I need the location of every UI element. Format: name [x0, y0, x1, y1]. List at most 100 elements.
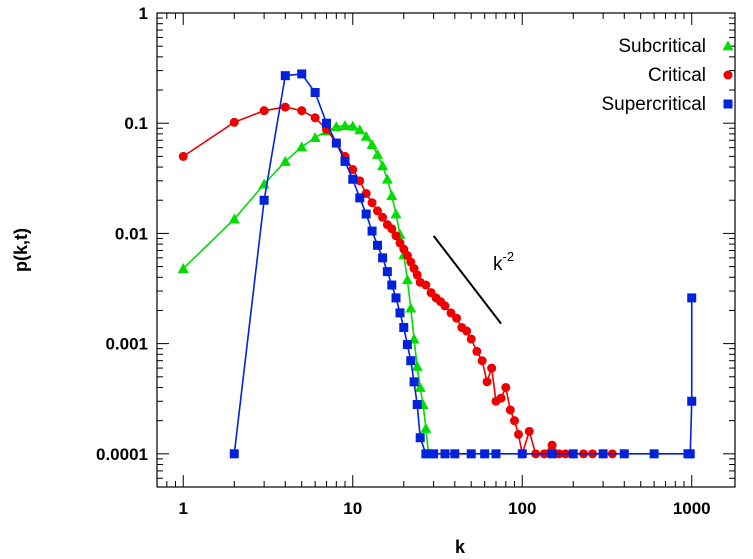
data-point-critical	[505, 405, 515, 415]
data-point-supercritical	[491, 449, 501, 459]
data-point-critical	[482, 377, 492, 387]
data-point-supercritical	[361, 209, 371, 219]
data-point-critical	[259, 106, 269, 116]
data-point-critical	[509, 416, 519, 426]
data-point-subcritical	[405, 302, 417, 313]
legend-label-supercritical: Supercritical	[601, 94, 706, 115]
series-line-critical	[182, 106, 613, 455]
data-point-supercritical	[331, 138, 341, 148]
data-point-supercritical	[480, 449, 490, 459]
data-point-critical	[496, 393, 506, 403]
data-point-subcritical	[354, 124, 366, 135]
data-point-critical	[547, 440, 557, 450]
data-point-subcritical	[366, 139, 378, 149]
data-point-supercritical	[297, 69, 307, 79]
data-point-supercritical	[229, 449, 239, 459]
data-point-critical	[367, 198, 377, 208]
data-point-supercritical	[687, 293, 697, 303]
data-point-supercritical	[391, 293, 401, 303]
data-point-supercritical	[412, 400, 422, 410]
x-tick-label: 1	[179, 499, 188, 518]
data-point-supercritical	[440, 449, 450, 459]
data-point-supercritical	[395, 308, 405, 318]
data-point-supercritical	[321, 118, 331, 128]
data-point-critical	[373, 206, 383, 216]
data-point-subcritical	[347, 120, 359, 131]
data-point-subcritical	[339, 120, 351, 131]
data-point-supercritical	[687, 396, 697, 406]
slope-reference-line	[432, 235, 502, 325]
data-point-supercritical	[382, 267, 392, 277]
data-point-subcritical	[386, 190, 398, 201]
data-point-critical	[297, 106, 307, 116]
y-axis-label: p(k,t)	[11, 228, 31, 272]
data-point-subcritical	[411, 360, 423, 371]
series-subcritical	[177, 120, 437, 459]
data-point-supercritical	[259, 195, 269, 205]
data-point-supercritical	[598, 449, 608, 459]
data-point-supercritical	[421, 449, 431, 459]
data-point-critical	[524, 426, 534, 436]
data-point-supercritical	[466, 449, 476, 459]
data-point-critical	[387, 224, 397, 234]
data-point-subcritical	[401, 274, 413, 285]
y-tick-label: 0.01	[115, 224, 148, 243]
data-point-supercritical	[340, 156, 350, 166]
data-point-supercritical	[367, 226, 377, 236]
data-point-critical	[280, 102, 290, 112]
data-point-subcritical	[414, 381, 426, 392]
data-point-supercritical	[406, 356, 416, 366]
data-point-subcritical	[296, 141, 308, 152]
y-tick-label: 0.0001	[96, 445, 148, 464]
data-point-critical	[513, 429, 523, 439]
data-point-supercritical	[348, 174, 358, 184]
series-line-supercritical	[233, 73, 693, 455]
data-point-subcritical	[177, 263, 189, 273]
data-point-critical	[462, 326, 472, 336]
data-point-critical	[229, 117, 239, 127]
data-point-supercritical	[619, 449, 629, 459]
data-point-critical	[440, 301, 450, 311]
data-point-supercritical	[399, 323, 409, 333]
data-point-supercritical	[415, 433, 425, 443]
data-point-critical	[501, 382, 511, 392]
data-point-subcritical	[372, 149, 384, 159]
ticks: 1 10 100 1000 1 0.1 0.01 0.001 0.0001	[96, 4, 735, 518]
data-point-critical	[391, 231, 401, 241]
y-tick-label: 0.001	[105, 335, 148, 354]
data-point-critical	[378, 212, 388, 222]
data-point-critical	[412, 270, 422, 280]
data-point-supercritical	[402, 340, 412, 350]
data-point-subcritical	[360, 130, 372, 141]
data-point-supercritical	[429, 449, 439, 459]
slope-annotation: k-2	[493, 249, 514, 275]
data-point-supercritical	[547, 449, 557, 459]
data-point-supercritical	[387, 280, 397, 290]
data-point-supercritical	[450, 449, 460, 459]
data-point-supercritical	[373, 240, 383, 250]
x-tick-label: 100	[508, 499, 536, 518]
data-point-supercritical	[685, 449, 695, 459]
data-point-critical	[421, 280, 431, 290]
legend-marker-critical	[723, 70, 733, 80]
series-supercritical	[229, 69, 697, 459]
data-point-critical	[452, 313, 462, 323]
data-point-critical	[348, 165, 358, 175]
data-point-critical	[178, 151, 188, 161]
x-tick-label: 1000	[673, 499, 711, 518]
data-point-subcritical	[377, 160, 389, 171]
data-point-supercritical	[378, 253, 388, 263]
data-point-critical	[487, 363, 497, 373]
legend-label-subcritical: Subcritical	[618, 36, 706, 57]
data-point-subcritical	[330, 121, 342, 132]
series-critical	[178, 102, 617, 459]
data-point-supercritical	[355, 193, 365, 203]
data-point-critical	[472, 346, 482, 356]
data-point-subcritical	[279, 155, 291, 166]
data-point-critical	[477, 356, 487, 366]
y-tick-label: 0.1	[124, 114, 148, 133]
data-point-critical	[355, 176, 365, 186]
legend-marker-supercritical	[723, 99, 733, 109]
legend-label-critical: Critical	[648, 65, 706, 86]
